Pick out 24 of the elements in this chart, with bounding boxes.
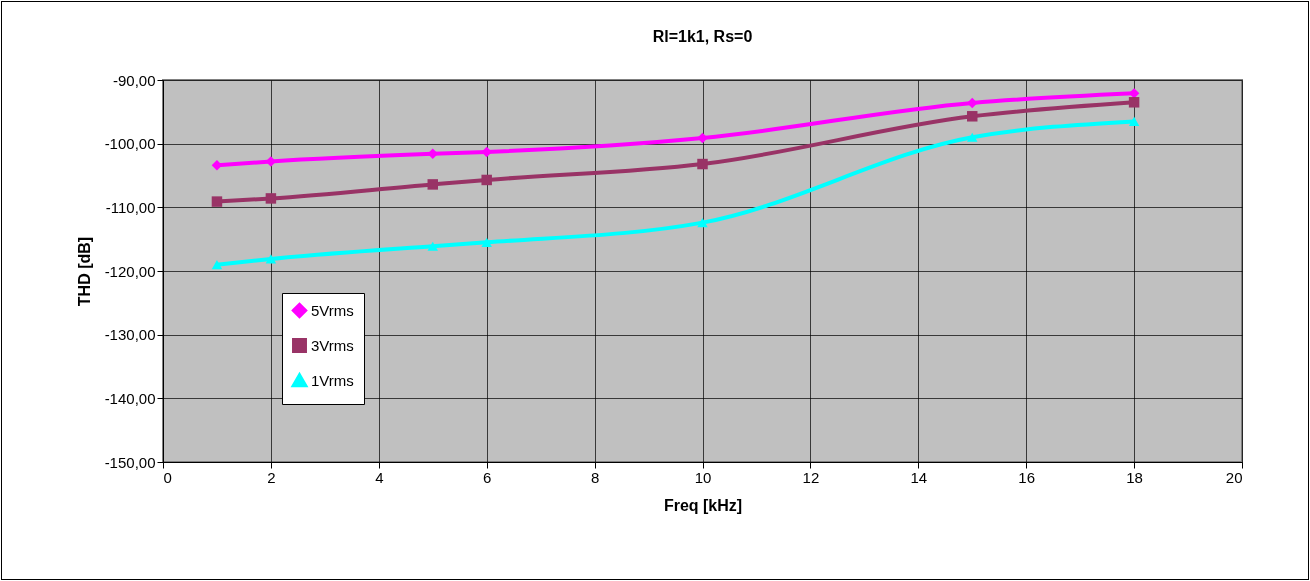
x-tick-label: 2 bbox=[267, 468, 276, 486]
y-tick-label: -140,00 bbox=[104, 389, 156, 407]
x-tick-label: 12 bbox=[802, 468, 820, 486]
legend-label: 3Vrms bbox=[311, 336, 354, 354]
x-tick-label: 0 bbox=[163, 468, 172, 486]
x-tick-label: 14 bbox=[910, 468, 928, 486]
x-axis-title: Freq [kHz] bbox=[663, 496, 743, 514]
x-tick-label: 10 bbox=[694, 468, 712, 486]
y-tick-label: -100,00 bbox=[104, 135, 156, 153]
y-axis-title: THD [dB] bbox=[75, 236, 93, 307]
legend-label: 5Vrms bbox=[311, 301, 354, 319]
y-tick-label: -150,00 bbox=[104, 453, 156, 471]
legend-label: 1Vrms bbox=[311, 371, 354, 389]
y-tick-label: -130,00 bbox=[104, 326, 156, 344]
x-tick-label: 20 bbox=[1225, 468, 1243, 486]
x-tick-label: 4 bbox=[375, 468, 384, 486]
x-tick-label: 6 bbox=[483, 468, 492, 486]
x-tick-label: 8 bbox=[590, 468, 600, 486]
y-tick-label: -90,00 bbox=[112, 71, 156, 89]
x-tick-label: 16 bbox=[1018, 468, 1036, 486]
y-tick-label: -120,00 bbox=[104, 262, 156, 280]
x-tick-label: 18 bbox=[1126, 468, 1143, 486]
chart-title: Rl=1k1, Rs=0 bbox=[652, 28, 753, 45]
y-tick-label: -110,00 bbox=[105, 198, 156, 216]
